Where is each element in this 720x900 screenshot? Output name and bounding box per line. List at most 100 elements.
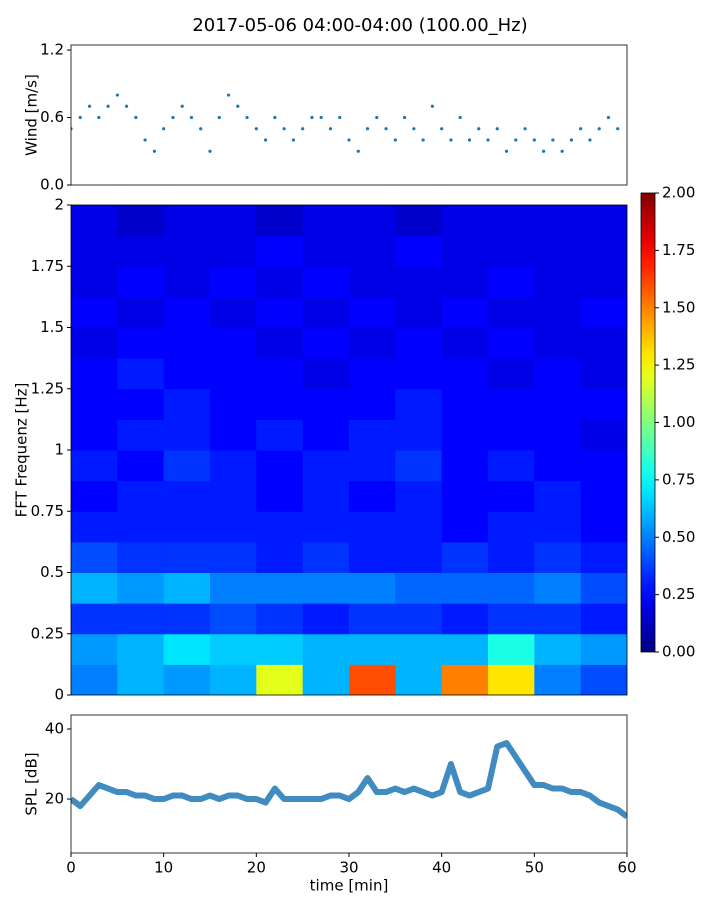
heat-cell	[534, 266, 582, 298]
heat-cell	[210, 664, 257, 695]
wind-point	[328, 127, 333, 131]
heat-cell	[580, 419, 627, 451]
heat-cell	[488, 633, 535, 665]
heat-cell	[580, 450, 627, 482]
heat-cell	[534, 205, 582, 237]
x-axis-label: time [min]	[310, 877, 389, 895]
y-tick-label: 40	[45, 720, 64, 738]
heat-cell	[256, 541, 304, 573]
heat-cell	[302, 480, 350, 512]
heat-cell	[117, 358, 165, 390]
wind-point	[245, 115, 249, 120]
heat-cell	[441, 235, 489, 267]
wind-point	[514, 138, 518, 142]
y-tick-label: 0.0	[40, 176, 64, 194]
heat-cell	[210, 480, 257, 512]
wind-point	[560, 149, 564, 153]
heat-cell	[534, 358, 582, 390]
heat-cell	[488, 266, 535, 298]
heat-cell	[256, 603, 304, 635]
heat-cell	[163, 572, 211, 604]
heat-cell	[395, 450, 443, 482]
wind-point	[180, 104, 184, 108]
heat-cell	[302, 541, 350, 573]
wind-point	[504, 149, 509, 153]
heat-cell	[302, 511, 350, 543]
heat-cell	[256, 205, 304, 237]
wind-point	[393, 138, 397, 142]
x-tick-label: 60	[617, 859, 636, 877]
heat-cell	[349, 603, 396, 635]
heat-cell	[534, 480, 582, 512]
heat-cell	[580, 235, 627, 267]
heat-cell	[256, 235, 304, 267]
heat-cell	[534, 541, 582, 573]
heat-cell	[117, 296, 165, 328]
heat-cell	[210, 358, 257, 390]
heat-cell	[256, 327, 304, 359]
heat-cell	[441, 358, 489, 390]
heat-cell	[441, 541, 489, 573]
heat-cell	[395, 480, 443, 512]
heat-cell	[71, 358, 118, 390]
heat-cell	[488, 419, 535, 451]
heat-cell	[580, 327, 627, 359]
heat-cell	[441, 419, 489, 451]
heat-cell	[395, 511, 443, 543]
heat-cell	[580, 603, 627, 635]
heat-cell	[580, 541, 627, 573]
plot-area	[71, 740, 627, 819]
heat-cell	[71, 419, 118, 451]
heat-cell	[210, 205, 257, 237]
heat-cell	[488, 480, 535, 512]
x-tick-label: 10	[154, 859, 173, 877]
wind-point	[254, 127, 258, 131]
heat-cell	[488, 388, 535, 420]
panel: 20 40 0 10 20 30 40 50 60 SPL [dB] time [min]	[23, 714, 637, 895]
wind-point	[542, 149, 546, 153]
wind-point	[412, 127, 416, 131]
y-tick-label: 0	[54, 686, 64, 704]
colorbar-tick-label: 0.00	[662, 643, 695, 661]
heat-cell	[256, 296, 304, 328]
heat-cell	[302, 450, 350, 482]
heat-cell	[71, 266, 118, 298]
wind-point	[616, 127, 620, 131]
wind-point	[347, 138, 351, 142]
wind-point	[384, 127, 388, 131]
heat-cell	[302, 572, 350, 604]
heat-cell	[302, 603, 350, 635]
heat-cell	[395, 572, 443, 604]
heat-cell	[210, 419, 257, 451]
wind-point	[208, 149, 212, 153]
heat-cell	[210, 235, 257, 267]
colorbar-tick-label: 0.25	[662, 585, 695, 603]
heat-cell	[71, 205, 118, 237]
heat-cell	[210, 266, 257, 298]
heat-cell	[395, 603, 443, 635]
heat-cell	[117, 511, 165, 543]
y-tick-label: 20	[45, 790, 64, 808]
heat-cell	[349, 235, 396, 267]
colorbar-tick-label: 0.50	[662, 528, 695, 546]
heat-cell	[71, 450, 118, 482]
heat-cell	[256, 358, 304, 390]
heat-cell	[349, 205, 396, 237]
heat-cell	[117, 419, 165, 451]
heat-cell	[163, 603, 211, 635]
heat-cell	[117, 633, 165, 665]
heat-cell	[302, 419, 350, 451]
heat-cell	[71, 603, 118, 635]
heat-cell	[117, 572, 165, 604]
wind-point	[226, 93, 231, 97]
heat-cell	[256, 266, 304, 298]
wind-point	[338, 115, 342, 120]
heat-cell	[163, 205, 211, 237]
wind-point	[495, 127, 499, 131]
heat-cell	[580, 205, 627, 237]
heat-cell	[488, 235, 535, 267]
heat-cell	[534, 572, 582, 604]
heat-cell	[163, 327, 211, 359]
heat-cell	[210, 511, 257, 543]
panel: 0.0 0.6 1.2 Wind [m/s]	[23, 41, 628, 194]
